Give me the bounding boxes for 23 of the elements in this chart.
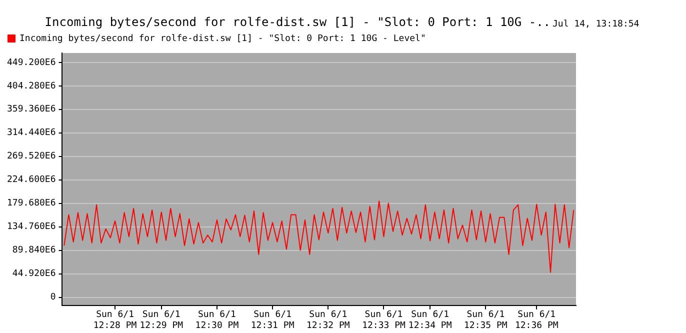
y-tick-label: 44.920E6 xyxy=(12,269,56,280)
y-tick-label: 269.520E6 xyxy=(6,152,56,162)
legend-label: Incoming bytes/second for rolfe-dist.sw [1] - "Slot: 0 Port: 1 10G - Level" xyxy=(20,34,426,44)
y-tick-label: 0 xyxy=(50,292,56,303)
text: Jul 14, 13:18:54 xyxy=(552,19,640,30)
x-tick-label: Sun 6/1 12:34 PM xyxy=(408,310,452,331)
y-tick-label: 224.600E6 xyxy=(6,175,56,186)
x-tick-label: Sun 6/1 12:29 PM xyxy=(140,310,184,331)
y-tick-label: 314.440E6 xyxy=(6,128,56,138)
x-tick-label: Sun 6/1 12:33 PM xyxy=(362,310,406,331)
y-tick-label: 404.280E6 xyxy=(6,81,56,92)
x-tick-label: Sun 6/1 12:35 PM xyxy=(464,310,508,331)
x-tick-label: Sun 6/1 12:30 PM xyxy=(195,310,240,331)
y-tick-label: 179.680E6 xyxy=(6,198,56,209)
y-tick-label: 359.360E6 xyxy=(6,104,56,115)
y-tick-label: 89.840E6 xyxy=(12,246,56,256)
x-tick-label: Sun 6/1 12:36 PM xyxy=(514,310,559,331)
x-tick-label: Sun 6/1 12:31 PM xyxy=(250,310,295,331)
x-tick-label: Sun 6/1 12:28 PM xyxy=(93,310,138,331)
chart-title: Incoming bytes/second for rolfe-dist.sw [1] - "Slot: 0 Port: 1 10G -.. xyxy=(44,15,551,30)
y-tick-label: 449.200E6 xyxy=(6,58,56,68)
y-tick-label: 134.760E6 xyxy=(6,222,56,232)
x-tick-label: Sun 6/1 12:32 PM xyxy=(306,310,350,331)
